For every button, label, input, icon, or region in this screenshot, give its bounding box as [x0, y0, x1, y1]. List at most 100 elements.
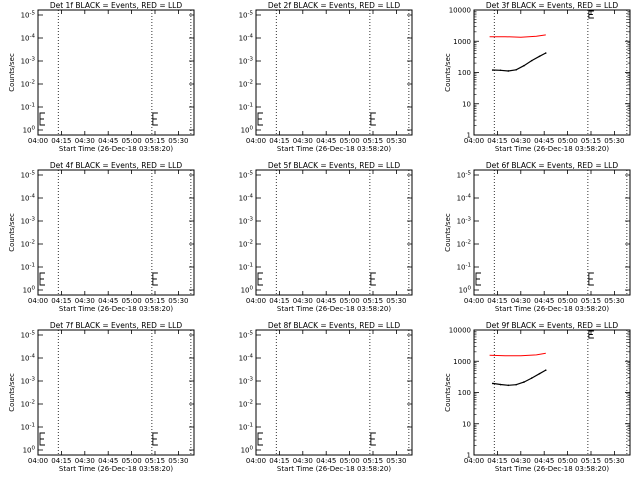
x-tick-label: 04:30 [511, 457, 531, 465]
panel-title: Det 5f BLACK = Events, RED = LLD [268, 161, 401, 170]
y-tick-label: 10-4 [239, 354, 254, 363]
x-axis-label: Start Time (26-Dec-18 03:58:20) [59, 145, 173, 153]
x-tick-label: 05:00 [558, 297, 578, 305]
events-point [538, 372, 541, 375]
events-point [530, 377, 533, 379]
events-point [544, 369, 547, 371]
panel-title: Det 2f BLACK = Events, RED = LLD [268, 1, 401, 10]
y-tick-label: 10-5 [239, 11, 254, 20]
panel-title: Det 8f BLACK = Events, RED = LLD [268, 321, 401, 330]
x-tick-label: 04:00 [28, 297, 48, 305]
y-axis-label: Counts/sec [8, 53, 16, 92]
x-tick-label: 04:15 [51, 457, 71, 465]
events-point [491, 382, 494, 385]
x-tick-label: 04:30 [293, 297, 313, 305]
x-tick-label: 05:00 [558, 137, 578, 145]
x-tick-label: 04:00 [464, 457, 484, 465]
x-tick-label: 04:15 [51, 297, 71, 305]
y-tick-label: 10-4 [239, 194, 254, 203]
interval-bracket-marker [152, 272, 158, 286]
interval-bracket-marker [257, 432, 263, 446]
events-point [499, 383, 502, 386]
events-series-line [492, 52, 547, 72]
x-tick-label: 05:15 [145, 137, 165, 145]
panel-title: Det 3f BLACK = Events, RED = LLD [486, 1, 619, 10]
x-tick-label: 05:15 [363, 297, 383, 305]
y-tick-label: 100 [241, 446, 254, 455]
y-tick-label: 10-4 [21, 354, 36, 363]
y-axis-label: Counts/sec [444, 373, 452, 412]
y-tick-label: 10-1 [239, 103, 253, 112]
x-tick-label: 05:00 [340, 137, 360, 145]
y-tick-label: 100 [458, 389, 471, 397]
y-tick-label: 10-2 [239, 240, 253, 249]
y-tick-label: 10-2 [239, 80, 253, 89]
x-tick-label: 05:30 [604, 137, 624, 145]
y-tick-label: 10-4 [457, 194, 472, 203]
events-point [507, 70, 510, 72]
x-tick-label: 05:15 [581, 297, 601, 305]
x-axis-label: Start Time (26-Dec-18 03:58:20) [277, 465, 391, 473]
x-tick-label: 04:00 [246, 457, 266, 465]
x-tick-label: 05:15 [145, 457, 165, 465]
x-tick-label: 04:30 [293, 457, 313, 465]
interval-bracket-marker [39, 432, 45, 446]
x-tick-label: 04:45 [316, 297, 336, 305]
y-tick-label: 10-1 [239, 423, 253, 432]
x-tick-label: 04:00 [246, 137, 266, 145]
y-tick-label: 10000 [449, 327, 471, 335]
x-tick-label: 04:15 [51, 137, 71, 145]
interval-bracket-marker [475, 272, 481, 286]
x-tick-label: 05:15 [363, 457, 383, 465]
x-tick-label: 04:30 [75, 457, 95, 465]
plot-frame [473, 329, 631, 456]
x-tick-label: 05:30 [168, 457, 188, 465]
y-axis-label: Counts/sec [8, 213, 16, 252]
y-tick-label: 10-3 [239, 217, 254, 226]
x-tick-label: 05:30 [386, 297, 406, 305]
y-tick-label: 10-2 [21, 80, 35, 89]
events-point [515, 383, 517, 386]
y-tick-label: 100 [23, 126, 36, 135]
events-point [530, 59, 533, 62]
panel-title: Det 9f BLACK = Events, RED = LLD [486, 321, 619, 330]
y-tick-label: 10-2 [239, 400, 253, 409]
events-point [491, 69, 494, 71]
plot-frame [473, 169, 631, 296]
x-tick-label: 04:45 [98, 297, 118, 305]
x-tick-label: 05:30 [604, 297, 624, 305]
plot-frame [473, 9, 631, 136]
x-tick-label: 05:30 [604, 457, 624, 465]
y-tick-label: 10-5 [21, 331, 36, 340]
interval-bracket-marker [39, 112, 45, 126]
x-tick-label: 05:00 [122, 297, 142, 305]
panel-title: Det 7f BLACK = Events, RED = LLD [50, 321, 183, 330]
lld-series-line [489, 34, 546, 38]
y-tick-label: 1000 [453, 358, 471, 366]
y-tick-label: 10-1 [457, 263, 471, 272]
x-tick-label: 05:30 [168, 137, 188, 145]
x-tick-label: 05:15 [581, 137, 601, 145]
y-tick-label: 100 [23, 446, 36, 455]
y-tick-label: 10-2 [457, 240, 471, 249]
panel-det-8: Det 8f BLACK = Events, RED = LLD 04:00 04:… [239, 321, 413, 473]
x-tick-label: 04:00 [464, 297, 484, 305]
y-tick-label: 10-4 [21, 34, 36, 43]
interval-bracket-marker [370, 272, 376, 286]
x-tick-label: 05:30 [386, 137, 406, 145]
x-axis-label: Start Time (26-Dec-18 03:58:20) [59, 465, 173, 473]
x-tick-label: 05:15 [145, 297, 165, 305]
y-tick-label: 10-3 [457, 217, 472, 226]
interval-bracket-marker [588, 330, 594, 339]
y-tick-label: 100 [241, 126, 254, 135]
events-point [499, 69, 502, 72]
plot-frame [37, 169, 195, 296]
x-tick-label: 04:30 [75, 137, 95, 145]
events-point [523, 64, 525, 67]
interval-bracket-marker [370, 112, 376, 126]
